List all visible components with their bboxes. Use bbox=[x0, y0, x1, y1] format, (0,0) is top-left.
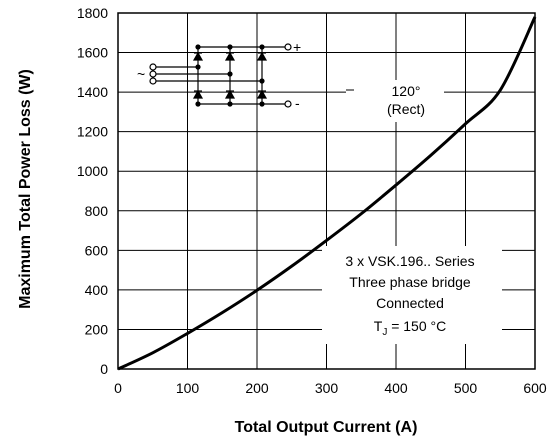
y-tick-label: 800 bbox=[85, 203, 109, 219]
tj-value: = 150 °C bbox=[387, 318, 446, 334]
y-tick-label: 600 bbox=[85, 242, 109, 258]
x-axis-title: Total Output Current (A) bbox=[235, 419, 418, 436]
device-connection-label: Connected bbox=[376, 295, 444, 311]
x-tick-label: 300 bbox=[315, 380, 339, 396]
conduction-angle-label: 120° bbox=[392, 83, 421, 99]
y-tick-label: 1800 bbox=[77, 5, 108, 21]
y-tick-label: 200 bbox=[85, 321, 109, 337]
power-loss-curve bbox=[117, 16, 537, 371]
bridge-schematic bbox=[149, 43, 292, 108]
y-tick-label: 1000 bbox=[77, 163, 108, 179]
device-topology-label: Three phase bridge bbox=[349, 274, 471, 290]
y-tick-label: 1200 bbox=[77, 124, 108, 140]
tj-symbol: T bbox=[374, 318, 383, 334]
x-tick-label: 100 bbox=[176, 380, 200, 396]
x-tick-label: 500 bbox=[454, 380, 478, 396]
x-tick-label: 200 bbox=[245, 380, 269, 396]
minus-terminal-label: - bbox=[295, 95, 300, 111]
y-tick-label: 0 bbox=[100, 361, 108, 377]
plus-terminal-label: + bbox=[293, 39, 301, 55]
conduction-mode-label: (Rect) bbox=[387, 101, 425, 117]
x-tick-label: 0 bbox=[114, 380, 122, 396]
device-series-label: 3 x VSK.196.. Series bbox=[345, 253, 474, 269]
y-axis-title: Maximum Total Power Loss (W) bbox=[17, 69, 34, 309]
plot-frame bbox=[117, 12, 536, 370]
tick-labels: 0 100 200 300 400 500 600 0 200 400 600 800 1000 1200… bbox=[77, 5, 547, 396]
tj-subscript: J bbox=[382, 327, 387, 338]
x-tick-label: 600 bbox=[523, 380, 547, 396]
y-tick-label: 1600 bbox=[77, 45, 108, 61]
x-tick-label: 400 bbox=[384, 380, 408, 396]
ac-input-label: ~ bbox=[137, 66, 145, 82]
conduction-label-bg bbox=[346, 80, 444, 122]
y-tick-label: 400 bbox=[85, 282, 109, 298]
junction-temperature-label: TJ = 150 °C bbox=[374, 318, 446, 338]
device-label-bg bbox=[322, 246, 502, 344]
y-tick-label: 1400 bbox=[77, 84, 108, 100]
